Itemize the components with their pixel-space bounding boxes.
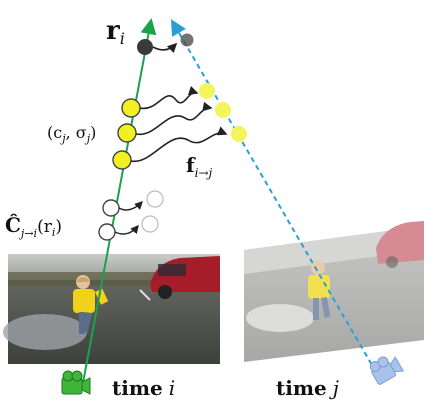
sample-points	[112, 98, 141, 170]
hollow-warped-points	[141, 190, 164, 233]
photo-time-i	[3, 254, 220, 364]
warped-sample-point	[199, 83, 215, 99]
label-time-i: time i	[112, 376, 175, 400]
warped-sample-points	[199, 83, 247, 142]
sample-point	[117, 123, 137, 143]
child-figure-j	[308, 261, 331, 320]
hollow-warped-point	[146, 190, 164, 208]
warped-sample-point	[231, 126, 247, 142]
hollow-points	[98, 199, 120, 241]
hollow-warped-point	[141, 215, 159, 233]
ray-point	[137, 39, 153, 55]
warped-sample-point	[215, 102, 231, 118]
label-color-warp: Ĉj→i(ri)	[5, 212, 62, 240]
warped-ray-point	[180, 33, 194, 47]
hollow-point	[98, 223, 116, 241]
label-time-j: time j	[276, 376, 339, 400]
camera-icon	[369, 356, 405, 385]
camera-icon	[61, 370, 91, 395]
sample-point	[121, 98, 141, 118]
child-figure	[73, 275, 109, 334]
label-flow: fi→j	[186, 153, 213, 180]
label-ray-i: ri	[106, 16, 125, 48]
label-params: (cj, σj)	[47, 123, 96, 145]
photo-time-j	[244, 221, 424, 362]
flow-arrows	[130, 85, 228, 162]
hollow-point	[102, 199, 120, 217]
sample-point	[112, 150, 132, 170]
hollow-flow-arrows	[114, 201, 143, 235]
